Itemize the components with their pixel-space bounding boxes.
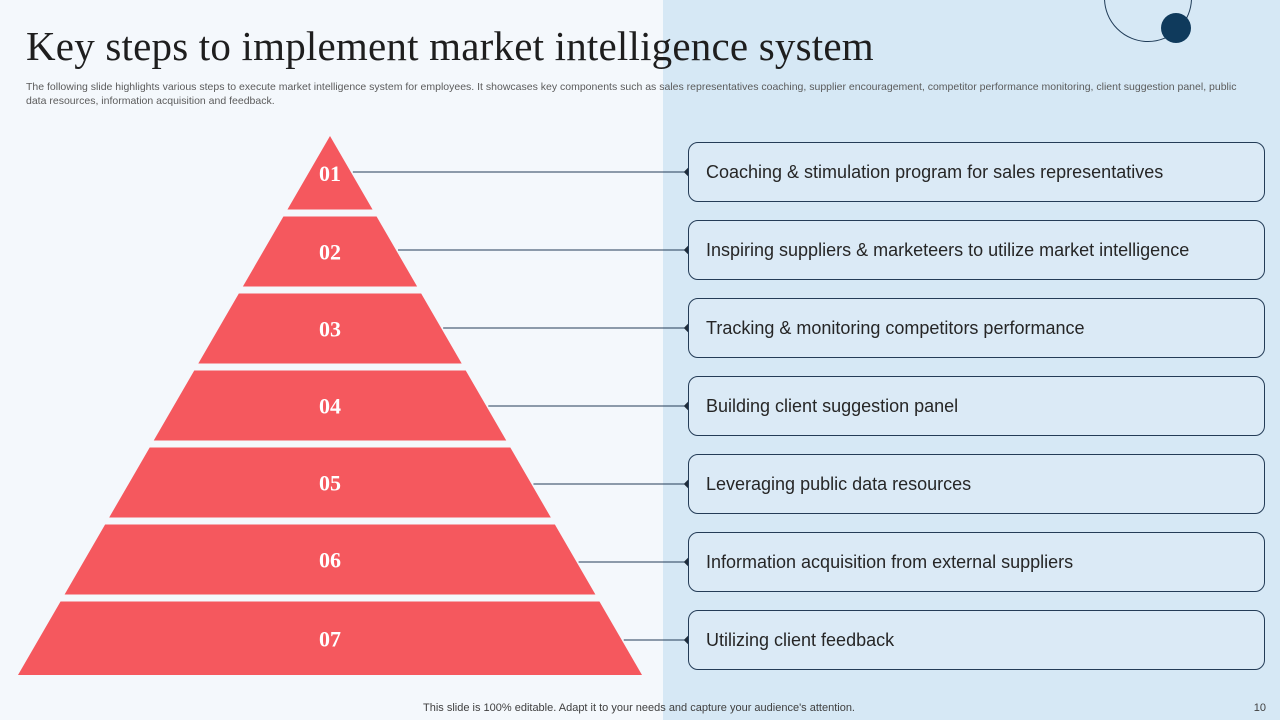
step-text: Tracking & monitoring competitors perfor… — [706, 317, 1085, 338]
step-box-01: Coaching & stimulation program for sales… — [688, 142, 1265, 202]
pyramid-tier-06 — [64, 524, 596, 595]
pyramid-tier-label: 04 — [319, 394, 341, 419]
step-box-07: Utilizing client feedback — [688, 610, 1265, 670]
pyramid-tier-07 — [18, 601, 642, 675]
step-text: Leveraging public data resources — [706, 473, 972, 494]
pyramid-tier-label: 03 — [319, 317, 341, 342]
pyramid-tier-label: 05 — [319, 471, 341, 496]
step-text: Utilizing client feedback — [706, 629, 895, 650]
right-background-panel — [663, 0, 1280, 720]
step-text: Coaching & stimulation program for sales… — [706, 161, 1164, 182]
pyramid-tier-03 — [198, 293, 462, 364]
pyramid-tier-label: 06 — [319, 548, 341, 573]
step-box-03: Tracking & monitoring competitors perfor… — [688, 298, 1265, 358]
step-box-04: Building client suggestion panel — [688, 376, 1265, 436]
decorative-dot — [1161, 13, 1191, 43]
step-box-02: Inspiring suppliers & marketeers to util… — [688, 220, 1265, 280]
step-box-06: Information acquisition from external su… — [688, 532, 1265, 592]
pyramid-tier-02 — [242, 216, 418, 287]
step-text: Information acquisition from external su… — [706, 551, 1074, 572]
slide-title: Key steps to implement market intelligen… — [26, 23, 874, 69]
pyramid-tier-label: 02 — [319, 240, 341, 265]
slide-subtitle: The following slide highlights various s… — [26, 81, 1237, 107]
step-text: Inspiring suppliers & marketeers to util… — [706, 239, 1190, 260]
footer-note: This slide is 100% editable. Adapt it to… — [423, 702, 855, 714]
pyramid-tier-label: 07 — [319, 626, 341, 651]
step-box-05: Leveraging public data resources — [688, 454, 1265, 514]
pyramid-tier-05 — [109, 447, 551, 518]
page-number: 10 — [1253, 702, 1266, 714]
pyramid-tier-04 — [153, 370, 507, 441]
pyramid-tier-01 — [287, 136, 373, 210]
step-text: Building client suggestion panel — [706, 395, 959, 416]
pyramid-tier-label: 01 — [319, 161, 341, 186]
